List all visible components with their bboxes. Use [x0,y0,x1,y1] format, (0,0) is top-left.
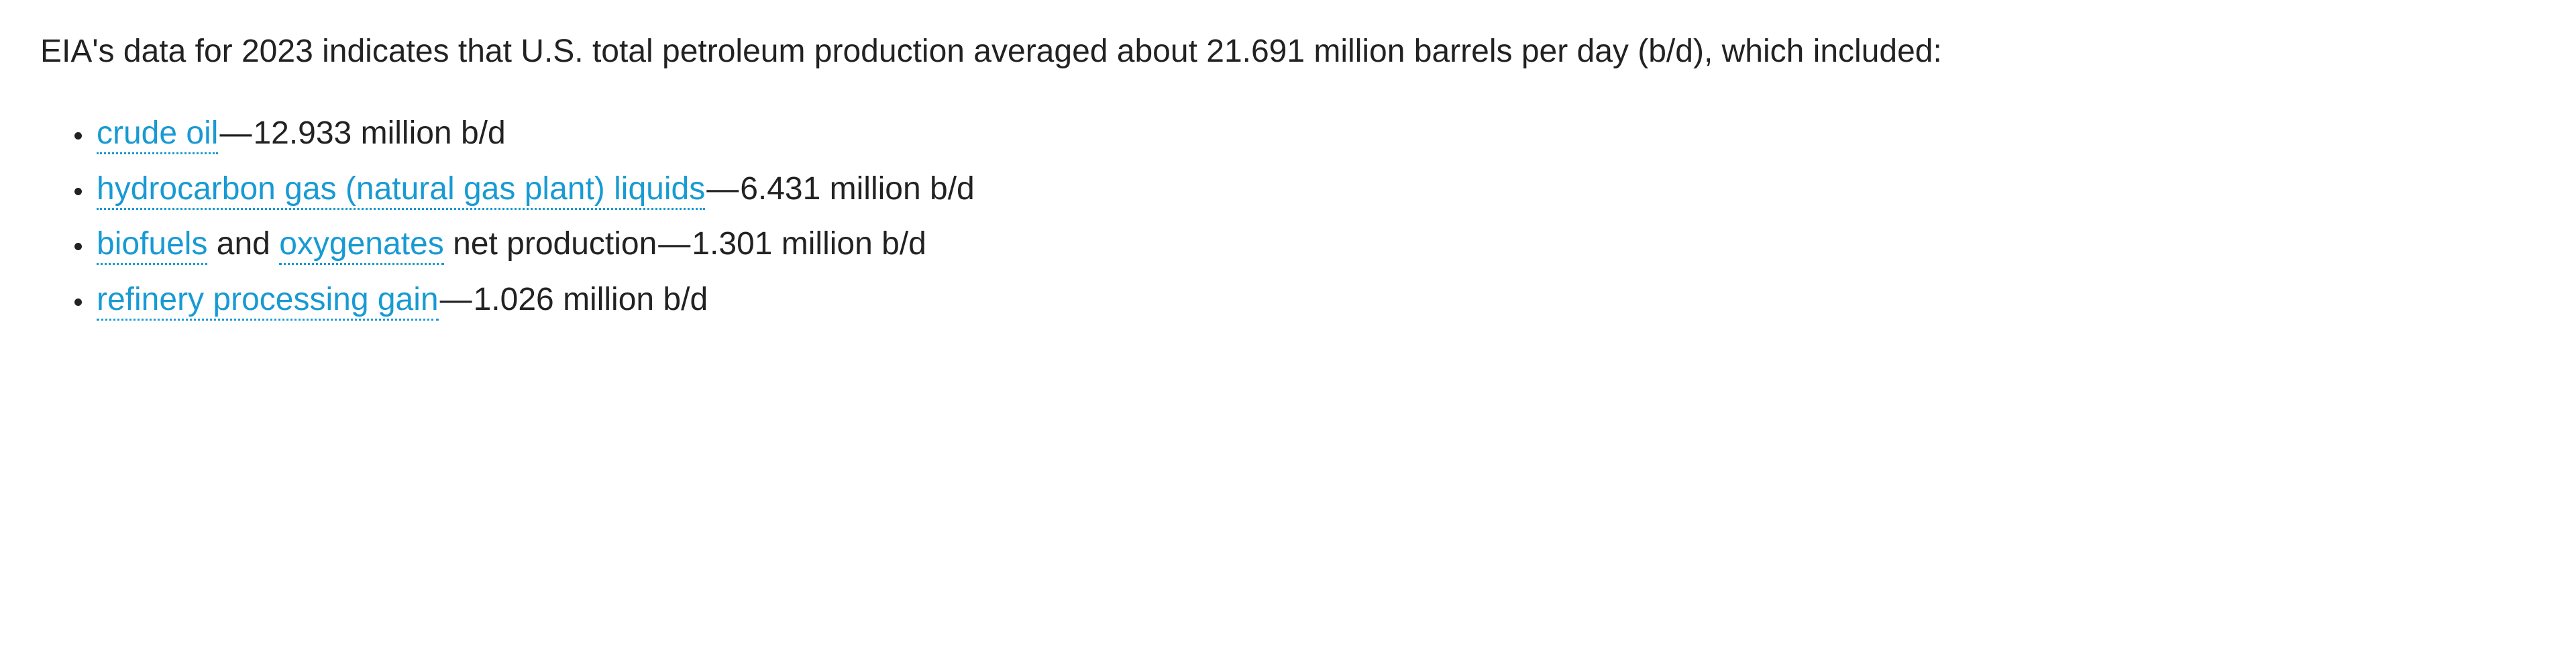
dash-separator: — [439,282,474,317]
list-item: hydrocarbon gas (natural gas plant) liqu… [94,164,2536,214]
list-item-value: 12.933 million b/d [253,115,505,151]
oxygenates-link[interactable]: oxygenates [279,226,444,265]
list-item-value: 1.026 million b/d [474,282,708,317]
list-item-value: 6.431 million b/d [740,171,975,207]
list-item-tail-text: net production [444,226,657,262]
list-item: crude oil—12.933 million b/d [94,109,2536,158]
dash-separator: — [218,115,253,151]
list-item-value: 1.301 million b/d [692,226,926,262]
list-item: refinery processing gain—1.026 million b… [94,275,2536,325]
list-item-mid-text: and [207,226,279,262]
hydrocarbon-gas-liquids-link[interactable]: hydrocarbon gas (natural gas plant) liqu… [97,171,705,210]
dash-separator: — [705,171,740,207]
biofuels-link[interactable]: biofuels [97,226,207,265]
refinery-processing-gain-link[interactable]: refinery processing gain [97,282,439,321]
list-item: biofuels and oxygenates net production—1… [94,219,2536,269]
dash-separator: — [657,226,692,262]
petroleum-production-list: crude oil—12.933 million b/d hydrocarbon… [40,109,2536,325]
crude-oil-link[interactable]: crude oil [97,115,218,154]
intro-paragraph: EIA's data for 2023 indicates that U.S. … [40,27,2187,76]
